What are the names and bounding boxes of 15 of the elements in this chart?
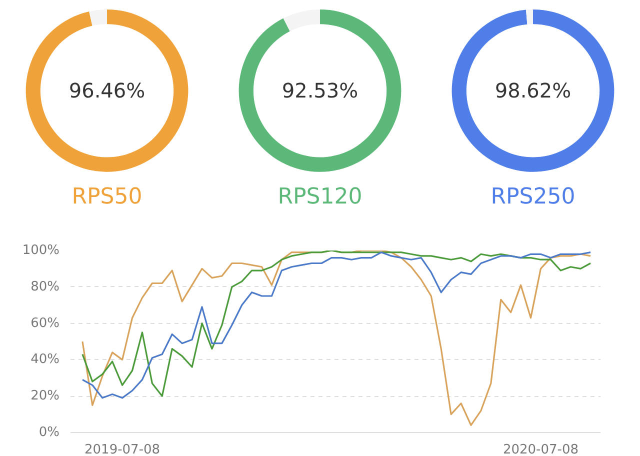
text: RPS120 bbox=[278, 184, 362, 210]
data-label: 92.53% bbox=[282, 78, 358, 103]
y-tick-label: 20% bbox=[30, 388, 60, 404]
x-tick-label: 2020-07-08 bbox=[502, 442, 579, 456]
y-tick-label: 100% bbox=[22, 243, 60, 258]
line-series bbox=[82, 250, 592, 426]
y-tick-label: 0% bbox=[38, 425, 60, 440]
text: RPS250 bbox=[490, 184, 576, 210]
data-label: 98.62% bbox=[494, 78, 572, 103]
y-tick-label: 60% bbox=[30, 316, 60, 331]
x-tick-label: 2019-07-08 bbox=[84, 442, 160, 456]
y-tick-label: 80% bbox=[30, 279, 60, 294]
y-tick-label: 40% bbox=[30, 352, 60, 368]
data-label: 96.46% bbox=[68, 78, 146, 103]
text: RPS50 bbox=[72, 184, 142, 210]
